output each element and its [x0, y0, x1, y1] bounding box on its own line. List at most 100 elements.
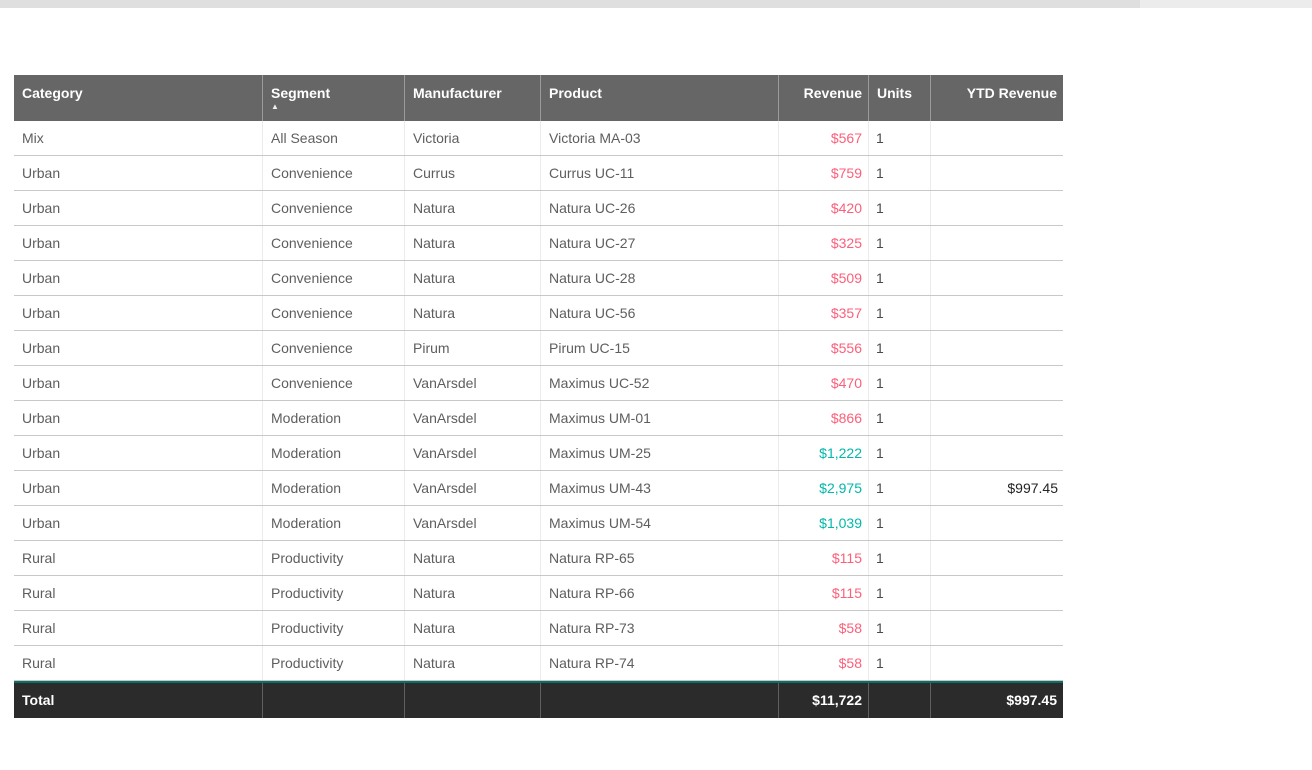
cell-segment[interactable]: Convenience [262, 191, 404, 225]
cell-product[interactable]: Maximus UC-52 [540, 366, 778, 400]
table-row[interactable]: Urban Convenience Natura Natura UC-26 $420 1 [14, 191, 1063, 226]
cell-ytd-revenue[interactable] [930, 296, 1063, 330]
table-row[interactable]: Urban Convenience Natura Natura UC-27 $325 1 [14, 226, 1063, 261]
cell-ytd-revenue[interactable] [930, 121, 1063, 155]
cell-units[interactable]: 1 [868, 156, 930, 190]
column-header-segment[interactable]: Segment ▲ [262, 75, 404, 121]
cell-ytd-revenue[interactable] [930, 401, 1063, 435]
cell-ytd-revenue[interactable] [930, 576, 1063, 610]
cell-manufacturer[interactable]: Natura [404, 611, 540, 645]
cell-manufacturer[interactable]: VanArsdel [404, 436, 540, 470]
cell-category[interactable]: Rural [22, 655, 56, 671]
cell-segment[interactable]: Convenience [262, 331, 404, 365]
cell-segment[interactable]: Convenience [262, 261, 404, 295]
cell-segment[interactable]: Moderation [262, 471, 404, 505]
cell-units[interactable]: 1 [868, 296, 930, 330]
cell-product[interactable]: Natura RP-66 [540, 576, 778, 610]
cell-manufacturer[interactable]: VanArsdel [404, 366, 540, 400]
column-header-category[interactable]: Category [22, 85, 83, 101]
cell-manufacturer[interactable]: Natura [404, 191, 540, 225]
cell-category[interactable]: Urban [22, 235, 61, 251]
cell-ytd-revenue[interactable] [930, 611, 1063, 645]
cell-product[interactable]: Maximus UM-25 [540, 436, 778, 470]
cell-category[interactable]: Urban [22, 200, 61, 216]
cell-category[interactable]: Urban [22, 305, 61, 321]
cell-revenue[interactable]: $509 [778, 261, 868, 295]
cell-revenue[interactable]: $325 [778, 226, 868, 260]
cell-manufacturer[interactable]: VanArsdel [404, 401, 540, 435]
cell-category[interactable]: Rural [22, 620, 56, 636]
cell-units[interactable]: 1 [868, 331, 930, 365]
table-row[interactable]: Rural Productivity Natura Natura RP-74 $58 1 [14, 646, 1063, 681]
cell-segment[interactable]: Convenience [262, 156, 404, 190]
cell-category[interactable]: Urban [22, 410, 61, 426]
column-header-manufacturer[interactable]: Manufacturer [404, 75, 540, 121]
cell-revenue[interactable]: $556 [778, 331, 868, 365]
cell-units[interactable]: 1 [868, 401, 930, 435]
cell-manufacturer[interactable]: Natura [404, 296, 540, 330]
cell-revenue[interactable]: $759 [778, 156, 868, 190]
cell-ytd-revenue[interactable] [930, 541, 1063, 575]
cell-segment[interactable]: Productivity [262, 541, 404, 575]
table-row[interactable]: Urban Moderation VanArsdel Maximus UM-43 $2,… [14, 471, 1063, 506]
cell-revenue[interactable]: $1,039 [778, 506, 868, 540]
cell-category[interactable]: Rural [22, 550, 56, 566]
table-row[interactable]: Urban Moderation VanArsdel Maximus UM-01 $86… [14, 401, 1063, 436]
cell-revenue[interactable]: $2,975 [778, 471, 868, 505]
cell-revenue[interactable]: $58 [778, 611, 868, 645]
table-row[interactable]: Rural Productivity Natura Natura RP-73 $58 1 [14, 611, 1063, 646]
cell-ytd-revenue[interactable] [930, 436, 1063, 470]
cell-ytd-revenue[interactable]: $997.45 [930, 471, 1063, 505]
cell-product[interactable]: Maximus UM-01 [540, 401, 778, 435]
column-header-product[interactable]: Product [540, 75, 778, 121]
cell-units[interactable]: 1 [868, 611, 930, 645]
cell-manufacturer[interactable]: Natura [404, 576, 540, 610]
cell-category[interactable]: Urban [22, 165, 61, 181]
cell-units[interactable]: 1 [868, 506, 930, 540]
cell-revenue[interactable]: $567 [778, 121, 868, 155]
cell-units[interactable]: 1 [868, 261, 930, 295]
cell-category[interactable]: Urban [22, 515, 61, 531]
cell-manufacturer[interactable]: Natura [404, 646, 540, 680]
cell-category[interactable]: Urban [22, 340, 61, 356]
cell-units[interactable]: 1 [868, 541, 930, 575]
cell-product[interactable]: Currus UC-11 [540, 156, 778, 190]
cell-units[interactable]: 1 [868, 226, 930, 260]
cell-ytd-revenue[interactable] [930, 646, 1063, 680]
cell-manufacturer[interactable]: Pirum [404, 331, 540, 365]
cell-segment[interactable]: Moderation [262, 436, 404, 470]
cell-revenue[interactable]: $470 [778, 366, 868, 400]
cell-manufacturer[interactable]: VanArsdel [404, 506, 540, 540]
cell-product[interactable]: Natura RP-74 [540, 646, 778, 680]
cell-revenue[interactable]: $420 [778, 191, 868, 225]
cell-category[interactable]: Urban [22, 375, 61, 391]
cell-product[interactable]: Natura RP-73 [540, 611, 778, 645]
column-header-revenue[interactable]: Revenue [778, 75, 868, 121]
cell-product[interactable]: Maximus UM-54 [540, 506, 778, 540]
table-row[interactable]: Rural Productivity Natura Natura RP-66 $115 1 [14, 576, 1063, 611]
cell-segment[interactable]: Convenience [262, 226, 404, 260]
table-row[interactable]: Urban Convenience Pirum Pirum UC-15 $556 1 [14, 331, 1063, 366]
cell-ytd-revenue[interactable] [930, 506, 1063, 540]
cell-product[interactable]: Victoria MA-03 [540, 121, 778, 155]
cell-manufacturer[interactable]: Natura [404, 261, 540, 295]
cell-product[interactable]: Natura UC-26 [540, 191, 778, 225]
cell-product[interactable]: Natura UC-27 [540, 226, 778, 260]
cell-manufacturer[interactable]: Natura [404, 541, 540, 575]
cell-category[interactable]: Urban [22, 445, 61, 461]
cell-ytd-revenue[interactable] [930, 156, 1063, 190]
cell-category[interactable]: Urban [22, 270, 61, 286]
table-row[interactable]: Urban Convenience Natura Natura UC-28 $509 1 [14, 261, 1063, 296]
column-header-units[interactable]: Units [868, 75, 930, 121]
cell-segment[interactable]: Moderation [262, 506, 404, 540]
cell-category[interactable]: Urban [22, 480, 61, 496]
cell-units[interactable]: 1 [868, 436, 930, 470]
cell-segment[interactable]: Convenience [262, 366, 404, 400]
cell-revenue[interactable]: $866 [778, 401, 868, 435]
cell-revenue[interactable]: $357 [778, 296, 868, 330]
table-row[interactable]: Urban Moderation VanArsdel Maximus UM-25 $1,… [14, 436, 1063, 471]
column-header-ytd-revenue[interactable]: YTD Revenue [930, 75, 1063, 121]
cell-product[interactable]: Pirum UC-15 [540, 331, 778, 365]
cell-manufacturer[interactable]: Victoria [404, 121, 540, 155]
cell-revenue[interactable]: $115 [778, 541, 868, 575]
